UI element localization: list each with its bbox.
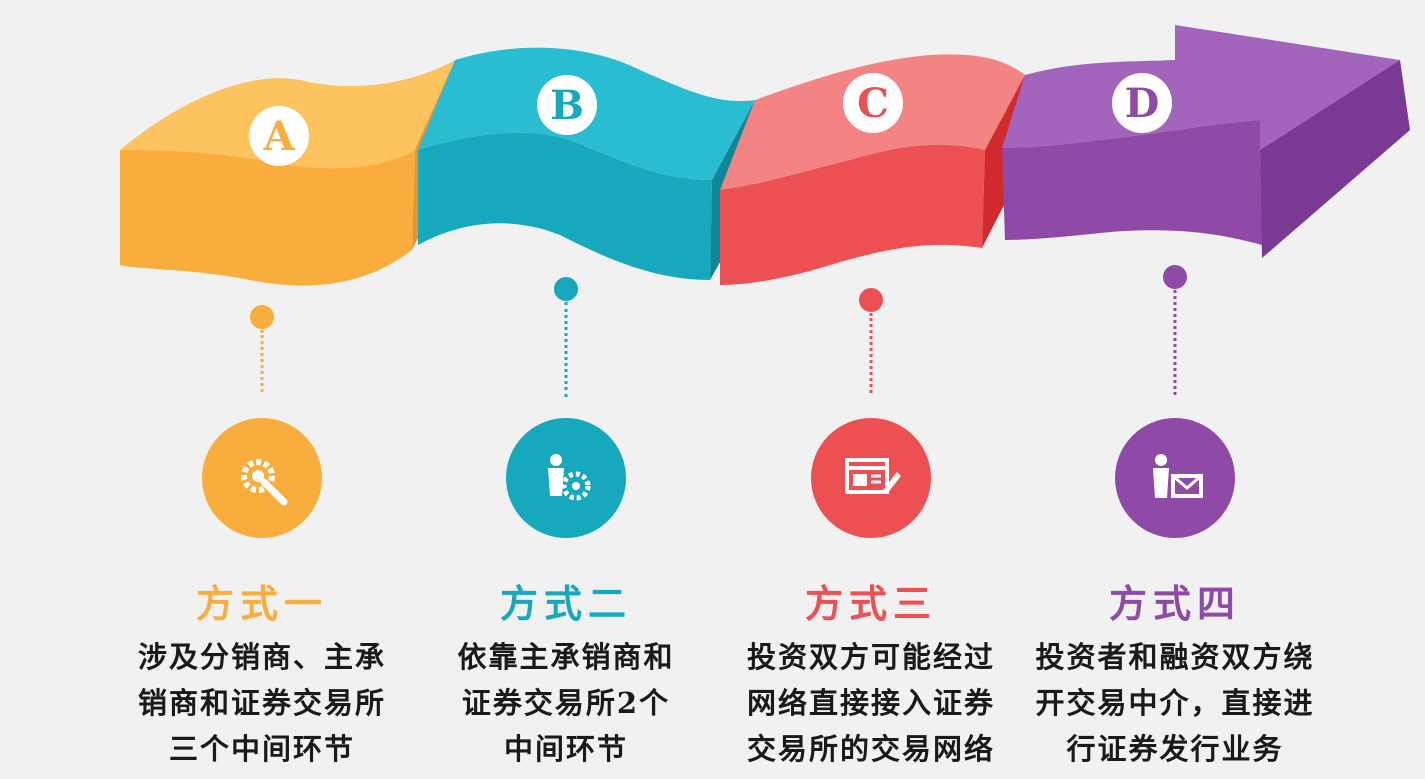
ribbon-segment-a [120,60,455,286]
connector-dot [859,288,883,312]
step-description: 涉及分销商、主承 销商和证券交易所 三个中间环节 [137,640,386,766]
connector-dot [250,305,274,329]
step-title: 方式三 [804,581,937,626]
step-title: 方式四 [1108,581,1241,626]
badge-b: B [537,75,597,135]
step-column-d: 方式四 投资者和融资双方绕 开交易中介，直接进 行证券发行业务 [1025,260,1325,779]
badge-d: D [1112,73,1172,133]
connector-dot [554,277,578,301]
connector-line [564,302,568,397]
svg-text:B: B [550,82,584,129]
svg-text:C: C [857,80,889,127]
person-mail-icon [1115,418,1235,538]
step-column-b: 方式二 依靠主承销商和 证券交易所2个 中间环节 [416,260,716,779]
ribbon-segment-d [1002,25,1410,258]
process-ribbon-arrow: A B C D [120,25,1410,286]
connector-dot [1163,265,1187,289]
worker-gear-icon [506,418,626,538]
step-title: 方式二 [499,581,632,626]
connector-line [869,313,873,393]
step-title: 方式一 [195,581,328,626]
connector-line [1173,290,1177,395]
step-description: 投资者和融资双方绕 开交易中介，直接进 行证券发行业务 [1035,640,1315,766]
step-column-c: 方式三 投资双方可能经过 网络直接接入证券 交易所的交易网络 [721,260,1021,779]
step-column-a: 方式一 涉及分销商、主承 销商和证券交易所 三个中间环节 [112,260,412,779]
svg-text:D: D [1125,80,1160,127]
badge-c: C [843,73,903,133]
wrench-gear-icon [202,418,322,538]
svg-text:A: A [262,113,295,160]
step-description: 投资双方可能经过 网络直接接入证券 交易所的交易网络 [746,640,995,766]
step-description: 依靠主承销商和 证券交易所2个 中间环节 [457,640,675,766]
webpage-edit-icon [811,418,931,538]
connector-line [260,330,264,392]
badge-a: A [249,106,309,166]
